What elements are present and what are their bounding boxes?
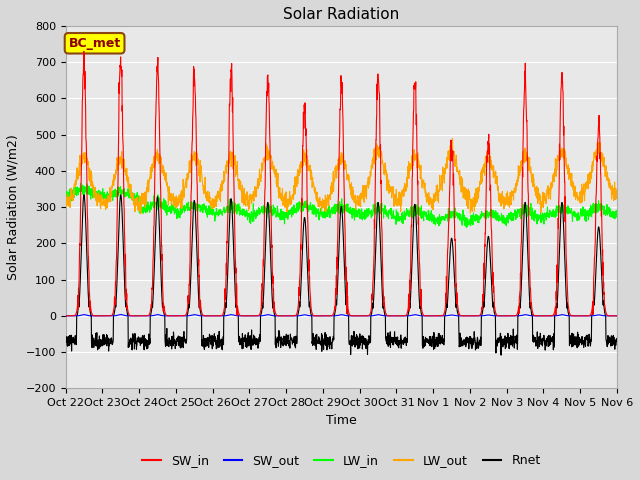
Legend: SW_in, SW_out, LW_in, LW_out, Rnet: SW_in, SW_out, LW_in, LW_out, Rnet xyxy=(137,449,546,472)
Title: Solar Radiation: Solar Radiation xyxy=(284,7,399,22)
X-axis label: Time: Time xyxy=(326,414,356,427)
Text: BC_met: BC_met xyxy=(68,37,121,50)
Y-axis label: Solar Radiation (W/m2): Solar Radiation (W/m2) xyxy=(7,134,20,280)
